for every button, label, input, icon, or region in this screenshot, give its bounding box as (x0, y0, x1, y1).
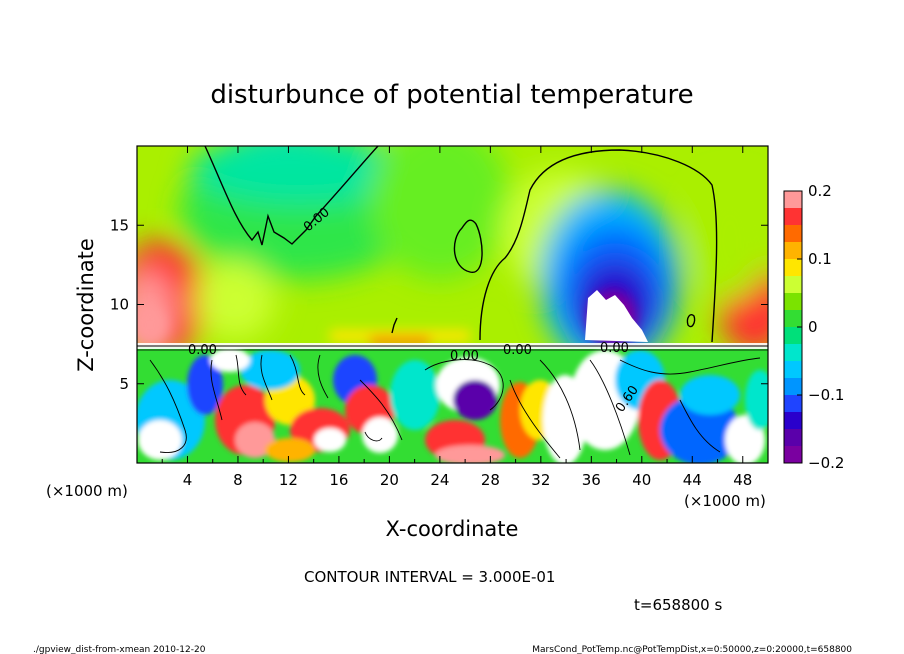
colorbar-swatch (784, 191, 802, 209)
x-tick-label: 28 (481, 471, 500, 489)
colorbar-swatch (784, 208, 802, 226)
colorbar-swatch (784, 378, 802, 396)
y-axis-label: Z-coordinate (74, 238, 98, 372)
x-tick-label: 36 (582, 471, 601, 489)
colorbar-tick-label: 0 (808, 318, 818, 336)
colorbar-swatch (784, 276, 802, 294)
colorbar-tick-label: −0.1 (808, 386, 844, 404)
colorbar-swatch (784, 259, 802, 277)
colorbar: 0.2 0.1 0 −0.1 −0.2 (783, 182, 844, 472)
x-tick-label: 32 (531, 471, 550, 489)
colorbar-swatch (784, 412, 802, 430)
x-tick-label: 12 (279, 471, 298, 489)
footer-right: MarsCond_PotTemp.nc@PotTempDist,x=0:5000… (532, 645, 852, 654)
colorbar-swatch (784, 446, 802, 464)
colorbar-swatch (784, 344, 802, 362)
x-tick-label: 16 (329, 471, 348, 489)
heatmap-field (137, 146, 768, 463)
x-tick-label: 40 (632, 471, 651, 489)
x-unit-label-right: (×1000 m) (684, 492, 766, 510)
colorbar-tick-label: −0.2 (808, 454, 844, 472)
x-unit-label: (×1000 m) (46, 482, 128, 500)
y-tick-label: 15 (110, 216, 129, 234)
colorbar-tick-label: 0.1 (808, 250, 832, 268)
contour-label: 0.00 (600, 341, 629, 356)
chart-title: disturbunce of potential temperature (210, 80, 693, 110)
x-axis-label: X-coordinate (386, 517, 519, 541)
colorbar-tick-label: 0.2 (808, 182, 832, 200)
contour-label: 0.00 (188, 343, 217, 358)
colorbar-swatch (784, 293, 802, 311)
x-tick-label: 4 (183, 471, 193, 489)
colorbar-swatch (784, 361, 802, 379)
y-tick-label: 10 (110, 296, 129, 314)
time-text: t=658800 s (634, 596, 722, 614)
x-tick-label: 44 (683, 471, 702, 489)
contour-label: 0.00 (503, 343, 532, 358)
x-axis: 4 8 12 16 20 24 28 32 36 40 44 48 (161, 146, 752, 489)
colorbar-swatch (784, 225, 802, 243)
x-tick-label: 8 (233, 471, 243, 489)
colorbar-swatch (784, 310, 802, 328)
colorbar-swatch (784, 429, 802, 447)
colorbar-swatch (784, 242, 802, 260)
contour-label: 0.00 (450, 349, 479, 364)
x-tick-label: 24 (430, 471, 449, 489)
y-axis: 5 10 15 (110, 216, 768, 393)
contour-interval-text: CONTOUR INTERVAL = 3.000E-01 (304, 568, 555, 586)
y-tick-label: 5 (119, 375, 129, 393)
footer-left: ./gpview_dist-from-xmean 2010-12-20 (33, 645, 206, 654)
x-tick-label: 20 (380, 471, 399, 489)
colorbar-swatch (784, 395, 802, 413)
colorbar-swatch (784, 327, 802, 345)
x-tick-label: 48 (733, 471, 752, 489)
